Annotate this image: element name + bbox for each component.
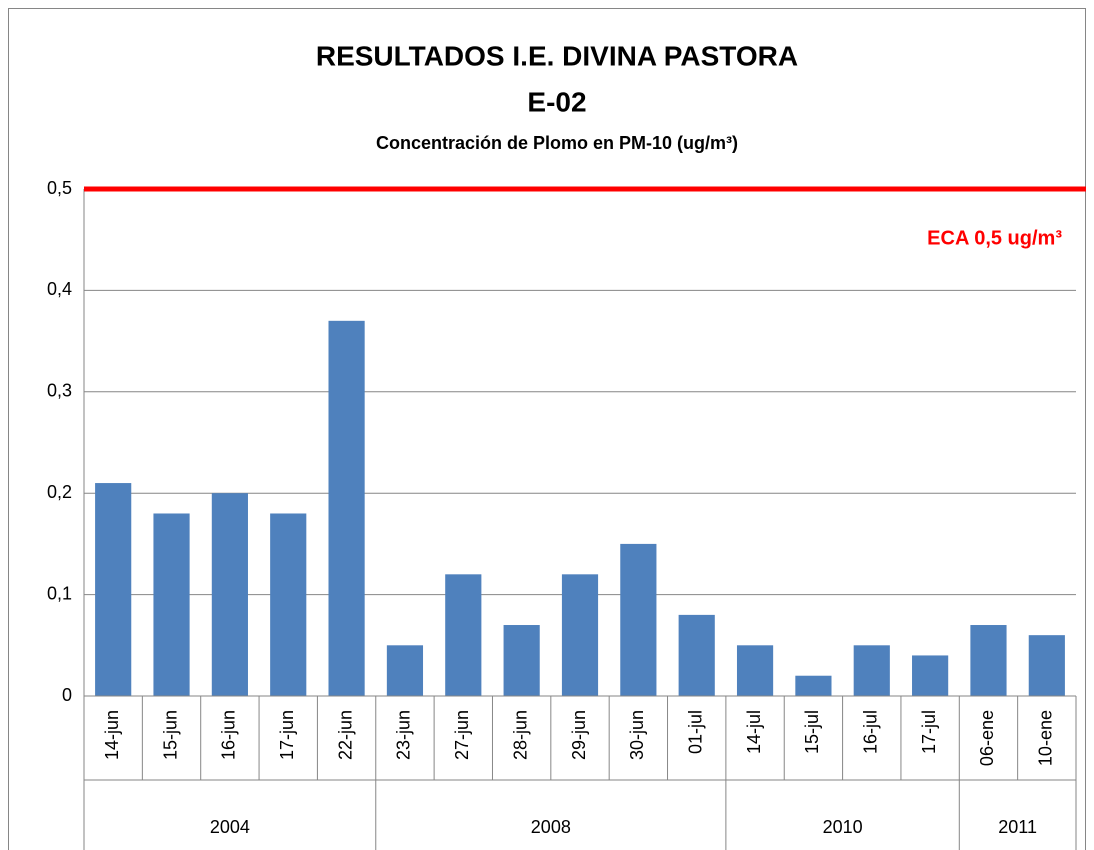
bar (561, 574, 599, 696)
x-tick-label: 14-jun (102, 710, 122, 760)
group-label: 2004 (210, 817, 250, 837)
bar (211, 493, 248, 696)
x-tick-label: 17-jul (919, 710, 939, 754)
x-tick-label: 16-jun (219, 710, 239, 760)
x-tick-label: 17-jun (277, 710, 297, 760)
chart-description: Concentración de Plomo en PM-10 (ug/m³) (376, 133, 738, 153)
bar (620, 543, 657, 696)
group-label: 2008 (531, 817, 571, 837)
x-tick-label: 23-jun (394, 710, 414, 760)
y-tick-label: 0,4 (47, 279, 72, 299)
group-label: 2010 (823, 817, 863, 837)
x-tick-label: 06-ene (977, 710, 997, 766)
chart-subtitle: E-02 (527, 86, 586, 117)
reference-label: ECA 0,5 ug/m³ (927, 227, 1062, 249)
chart-border (8, 8, 1086, 850)
bar (503, 625, 540, 696)
x-tick-label: 15-jul (802, 710, 822, 754)
bar (95, 483, 132, 696)
bar (970, 625, 1007, 696)
bar (853, 645, 890, 696)
y-tick-label: 0 (62, 685, 72, 705)
x-tick-label: 30-jun (627, 710, 647, 760)
bar (386, 645, 424, 696)
bar (736, 645, 774, 696)
y-tick-label: 0,3 (47, 381, 72, 401)
x-tick-label: 01-jul (685, 710, 705, 754)
group-label: 2011 (998, 817, 1037, 837)
x-tick-label: 27-jun (452, 710, 472, 760)
x-tick-label: 15-jun (160, 710, 180, 760)
y-tick-label: 0,5 (47, 178, 72, 198)
bar (795, 675, 832, 696)
y-tick-label: 0,1 (47, 583, 72, 603)
x-tick-label: 10-ene (1036, 710, 1056, 766)
bar (445, 574, 482, 696)
x-tick-label: 16-jul (861, 710, 881, 754)
bar (912, 655, 949, 696)
x-tick-label: 29-jun (569, 710, 589, 760)
x-tick-label: 22-jun (335, 710, 355, 760)
bar (270, 513, 307, 696)
chart-title: RESULTADOS I.E. DIVINA PASTORA (316, 40, 798, 71)
bar (153, 513, 190, 696)
bar (328, 320, 365, 696)
y-tick-label: 0,2 (47, 482, 72, 502)
x-tick-label: 28-jun (510, 710, 530, 760)
x-tick-label: 14-jul (744, 710, 764, 754)
bar (678, 614, 715, 696)
bar (1028, 635, 1065, 696)
